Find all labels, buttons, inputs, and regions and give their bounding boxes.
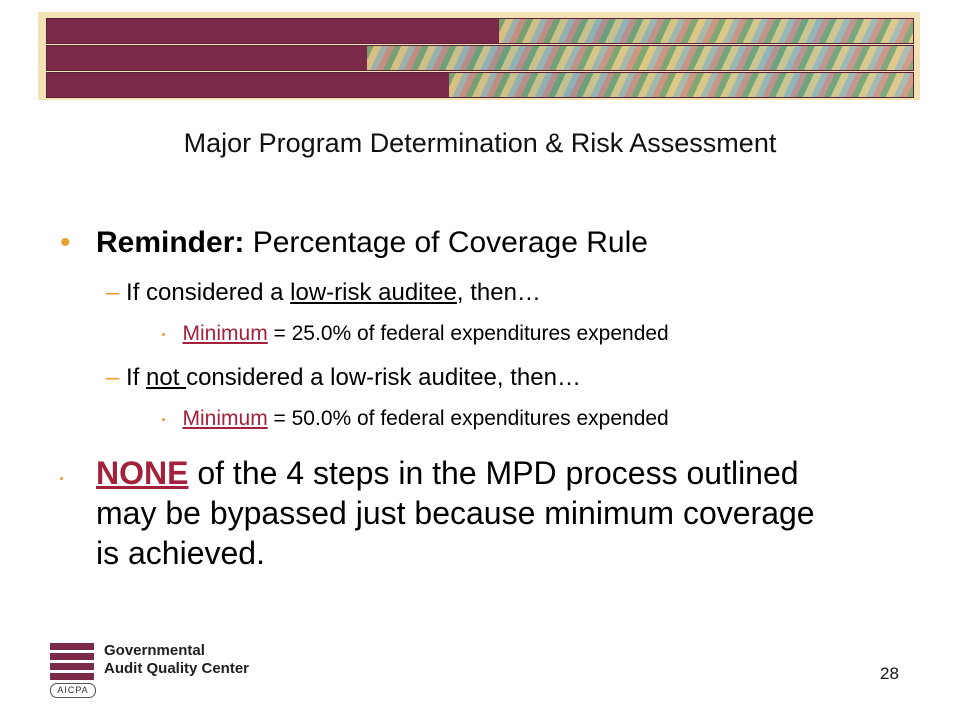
banner-artwork [499,19,913,43]
dot-icon [60,477,63,480]
logo-bar [50,663,94,670]
banner-artwork [367,46,913,70]
sub-bullet-2-prefix: If [126,364,147,391]
bullet-text: Percentage of Coverage Rule [244,226,648,259]
dash-icon: – [106,364,120,391]
header-banner [38,12,920,100]
bullet-label: Reminder: [96,226,245,259]
org-name-line-2: Audit Quality Center [104,660,250,677]
banner-band-2 [46,45,914,71]
sub-bullet-2-underlined: not [146,364,187,391]
sub-bullet-2: – If not considered a low-risk auditee, … [106,364,581,392]
sub-sub-bullet-2-text: = 50.0% of federal expenditures expended [267,407,669,430]
bullet-icon: • [60,226,71,259]
minimum-label: Minimum [182,322,268,345]
sub-bullet-1-prefix: If considered a [126,279,291,306]
sub-bullet-1: – If considered a low-risk auditee, then… [106,279,541,307]
sub-bullet-1-suffix: , then… [456,279,541,306]
sub-sub-bullet-1-text: = 25.0% of federal expenditures expended [267,322,669,345]
dot-icon [162,332,165,336]
dot-icon [162,417,165,421]
sub-sub-bullet-1: Minimum = 25.0% of federal expenditures … [162,322,669,346]
page-number: 28 [880,664,899,683]
org-name: Governmental Audit Quality Center [104,642,249,678]
slide-title: Major Program Determination & Risk Asses… [183,128,777,158]
sub-bullet-1-underlined: low-risk auditee [290,279,457,306]
logo-bar [50,653,94,660]
bullet-main-2-text: NONE of the 4 steps in the MPD process o… [96,453,816,573]
aicpa-badge: AICPA [50,683,96,698]
aicpa-logo: AICPA Governmental Audit Quality Center [50,640,260,700]
dash-icon: – [106,279,120,306]
banner-artwork [449,73,913,97]
banner-band-3 [46,72,914,98]
minimum-label: Minimum [182,407,268,430]
bullet-main-1-text: Reminder: Percentage of Coverage Rule [96,226,648,260]
sub-bullet-2-suffix: considered a low-risk auditee, then… [186,364,581,391]
banner-band-1 [46,18,914,44]
org-name-line-1: Governmental [104,642,205,659]
none-highlight: NONE [96,455,189,491]
logo-bar [50,673,94,680]
bullet-main-2-body: of the 4 steps in the MPD process outlin… [96,455,815,571]
logo-bar [50,643,94,650]
sub-sub-bullet-2: Minimum = 50.0% of federal expenditures … [162,407,669,431]
